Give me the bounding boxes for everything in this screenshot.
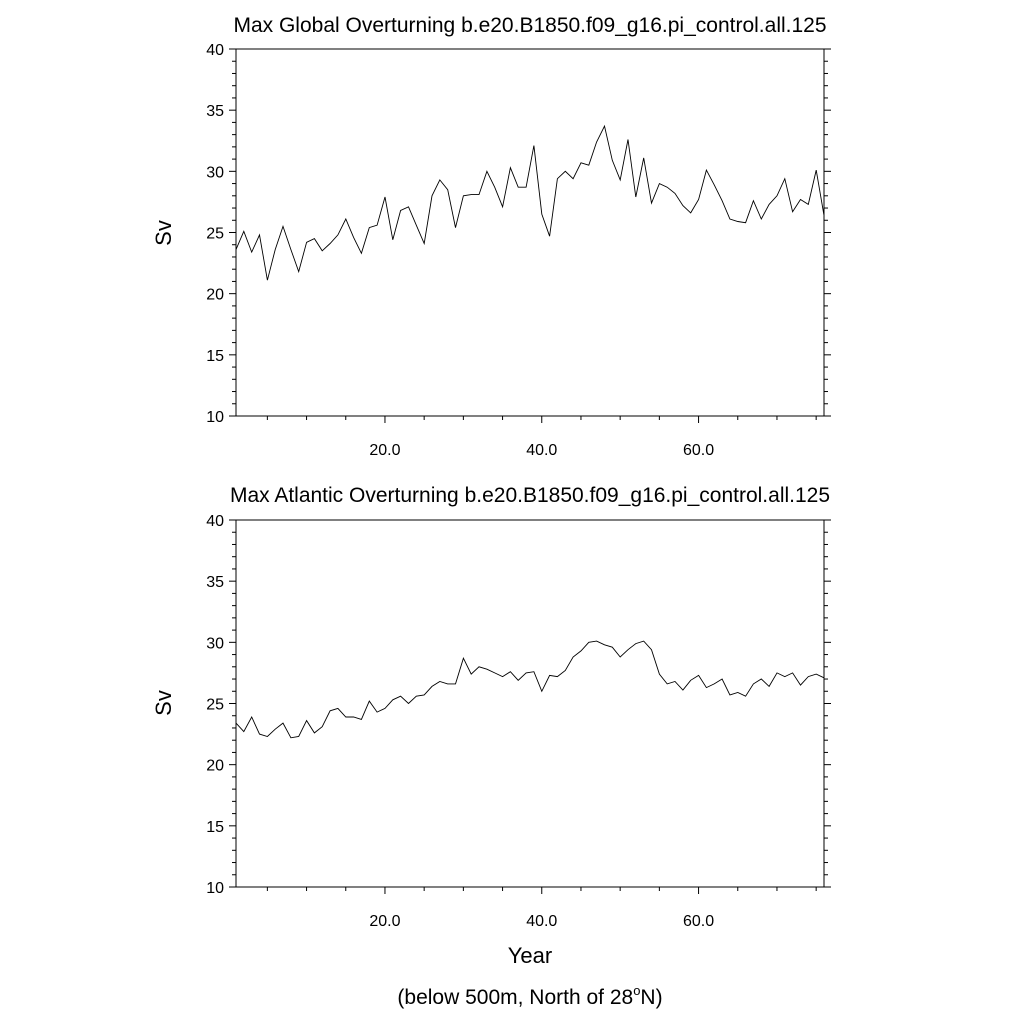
x-tick-label: 60.0 <box>683 913 714 930</box>
y-tick-label: 40 <box>206 42 224 59</box>
y-tick-label: 30 <box>206 164 224 181</box>
x-tick-labels: 20.0 40.0 60.0 <box>369 442 714 459</box>
y-tick-label: 10 <box>206 880 224 897</box>
footer-degree-sup: o <box>633 983 640 998</box>
x-tick-label: 40.0 <box>526 442 557 459</box>
plot-frame <box>235 48 825 417</box>
atlantic-overturning-chart: Max Atlantic Overturning b.e20.B1850.f09… <box>151 484 831 930</box>
plot-frame <box>235 519 825 888</box>
tick-marks <box>229 519 831 894</box>
x-tick-label: 20.0 <box>369 913 400 930</box>
footer-tail: N) <box>640 986 662 1009</box>
y-tick-label: 40 <box>206 513 224 530</box>
x-tick-label: 40.0 <box>526 913 557 930</box>
y-tick-label: 10 <box>206 409 224 426</box>
y-axis-label: Sv <box>151 690 176 716</box>
y-tick-label: 30 <box>206 635 224 652</box>
y-tick-label: 35 <box>206 574 224 591</box>
footer-main: (below 500m, North of 28 <box>397 986 633 1009</box>
y-tick-label: 25 <box>206 697 224 714</box>
x-tick-labels: 20.0 40.0 60.0 <box>369 913 714 930</box>
y-tick-label: 35 <box>206 103 224 120</box>
x-tick-label: 60.0 <box>683 442 714 459</box>
chart-title: Max Atlantic Overturning b.e20.B1850.f09… <box>230 484 830 507</box>
y-tick-label: 15 <box>206 819 224 836</box>
chart-title: Max Global Overturning b.e20.B1850.f09_g… <box>233 14 826 37</box>
y-tick-labels: 10 15 20 25 30 35 40 <box>206 42 224 426</box>
global-overturning-chart: Max Global Overturning b.e20.B1850.f09_g… <box>151 14 831 459</box>
y-tick-label: 15 <box>206 348 224 365</box>
x-tick-label: 20.0 <box>369 442 400 459</box>
y-tick-label: 20 <box>206 758 224 775</box>
y-tick-label: 20 <box>206 287 224 304</box>
x-axis-label: Year <box>508 943 552 968</box>
atlantic-overturning-series-line <box>235 640 825 739</box>
y-tick-label: 25 <box>206 226 224 243</box>
tick-marks <box>229 48 831 423</box>
footer-note: (below 500m, North of 28oN) <box>397 983 662 1009</box>
y-axis-label: Sv <box>151 220 176 246</box>
global-overturning-series-line <box>235 124 825 281</box>
y-tick-labels: 10 15 20 25 30 35 40 <box>206 513 224 897</box>
